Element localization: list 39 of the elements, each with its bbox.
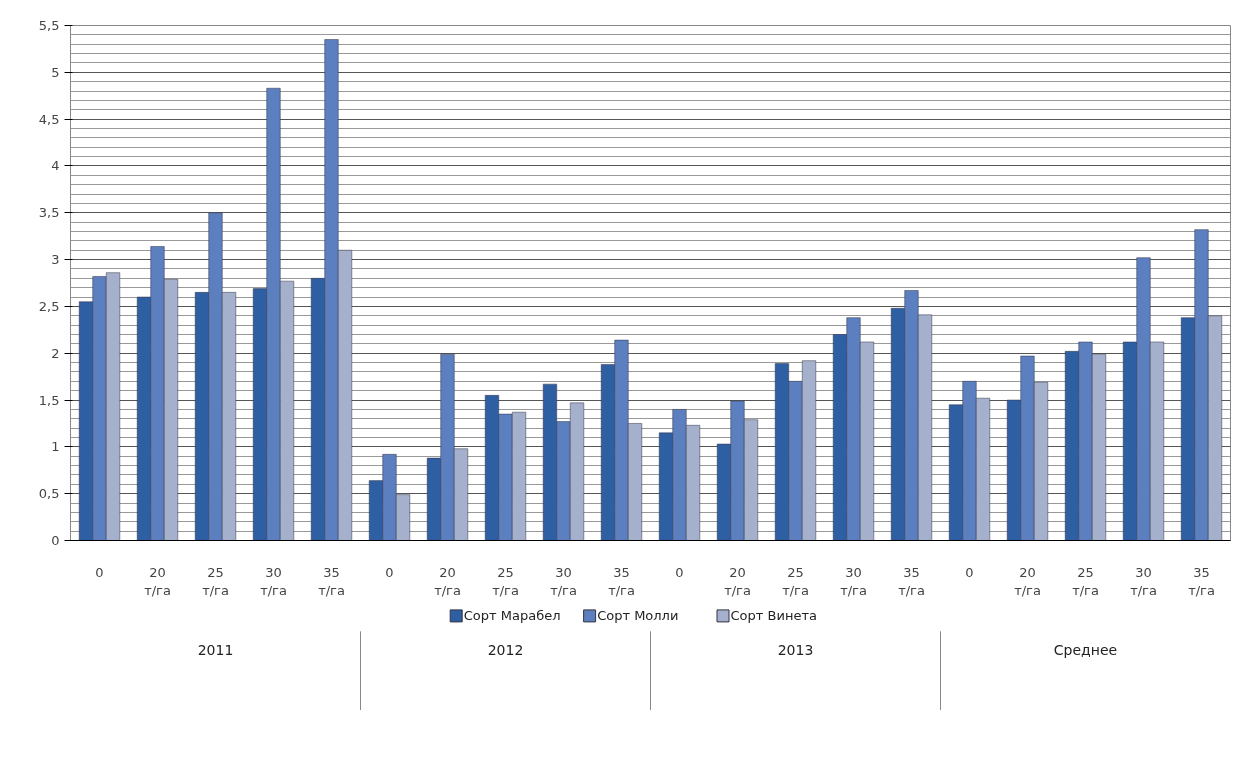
x-tick-label: 30 т/га <box>1130 564 1157 598</box>
x-tick-label: 35 т/га <box>898 564 925 598</box>
y-tick-label: 0,5 <box>38 486 60 502</box>
text: Среднее <box>1053 642 1118 658</box>
legend-label: Сорт Марабел <box>463 608 561 624</box>
x-tick-label: 30 т/га <box>550 564 577 598</box>
legend-label: Сорт Винета <box>730 608 817 624</box>
x-tick-label: 20 т/га <box>434 564 461 598</box>
legend-label: Сорт Молли <box>597 608 679 624</box>
y-tick-label: 4,5 <box>38 111 60 127</box>
x-tick-label: 0 <box>385 564 394 580</box>
x-tick-label: 25 т/га <box>1072 564 1099 598</box>
text: 2013 <box>777 642 814 658</box>
x-tick-label: 30 т/га <box>260 564 287 598</box>
x-tick-label: 0 <box>675 564 684 580</box>
x-tick-label: 20 т/га <box>1014 564 1041 598</box>
x-tick-label: 25 т/га <box>782 564 809 598</box>
y-tick-label: 0 <box>51 533 60 548</box>
y-tick-label: 2,5 <box>38 298 60 314</box>
x-tick-label: 25 т/га <box>202 564 229 598</box>
y-tick-label: 3,5 <box>38 205 60 221</box>
y-tick-label: 3 <box>51 252 60 268</box>
y-tick-label: 1,5 <box>38 392 60 408</box>
y-tick-label: 4 <box>51 158 60 174</box>
x-tick-label: 25 т/га <box>492 564 519 598</box>
x-tick-label: 30 т/га <box>840 564 867 598</box>
text: 2012 <box>487 642 524 658</box>
x-tick-label: 35 т/га <box>318 564 345 598</box>
x-tick-label: 35 т/га <box>1188 564 1215 598</box>
x-tick-label: 0 <box>965 564 974 580</box>
text: 2011 <box>197 642 234 658</box>
x-tick-label: 0 <box>95 564 104 580</box>
y-tick-label: 1 <box>51 439 60 455</box>
y-tick-label: 2 <box>51 345 60 361</box>
x-tick-label: 20 т/га <box>144 564 171 598</box>
x-tick-label: 35 т/га <box>608 564 635 598</box>
x-tick-label: 20 т/га <box>724 564 751 598</box>
y-tick-label: 5,5 <box>38 18 60 33</box>
y-tick-label: 5 <box>51 64 60 80</box>
